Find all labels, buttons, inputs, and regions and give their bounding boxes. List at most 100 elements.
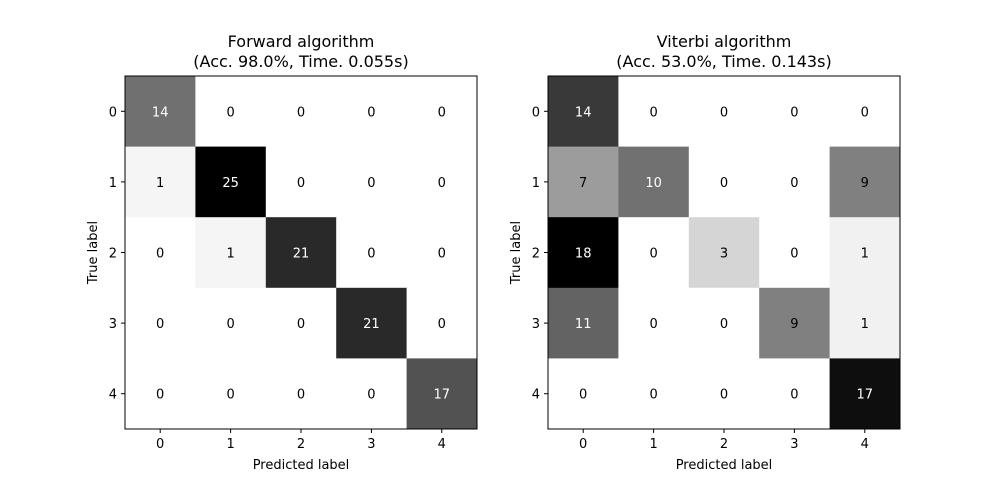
cell-value-label: 0 [226,105,234,120]
heatmap-cell [829,217,901,289]
y-tick-label: 2 [532,247,540,262]
x-tick-label: 3 [790,437,798,452]
cell-value-label: 3 [720,247,728,262]
heatmap-cell [618,76,690,148]
cell-value-label: 0 [790,388,798,403]
heatmap-cell [195,76,267,148]
heatmap-panel-0: 14 0 0 0 0 1 25 0 0 0 0 1 21 0 0 0 0 0 21 0 0 0 0 0 17 0 1 2 3 4 0 1 2 3 4… [86,32,478,473]
cell-value-label: 17 [857,388,874,403]
heatmap-cell [406,76,478,148]
cell-value-label: 0 [649,105,657,120]
cell-value-label: 0 [156,247,164,262]
cell-value-label: 0 [156,388,164,403]
cell-value-label: 10 [645,176,662,191]
heatmap-cell [265,287,337,359]
heatmap-cell [195,146,267,218]
heatmap-cell [265,358,337,430]
heatmap-cell [125,287,196,359]
x-tick-label: 0 [156,437,164,452]
cell-value-label: 0 [367,388,375,403]
heatmap-cell [336,287,408,359]
cell-value-label: 0 [297,176,305,191]
heatmap-cell [406,287,478,359]
heatmap-cell [618,146,690,218]
cell-value-label: 0 [297,388,305,403]
cell-value-label: 0 [156,317,164,332]
cell-value-label: 0 [438,105,446,120]
cell-value-label: 1 [861,247,869,262]
cell-value-label: 1 [861,317,869,332]
heatmap-cell [406,146,478,218]
cell-value-label: 1 [226,247,234,262]
x-tick-label: 1 [226,437,234,452]
heatmap-cell [759,358,831,430]
x-tick-label: 2 [297,437,305,452]
heatmap-cell [548,76,619,148]
cell-value-label: 9 [861,176,869,191]
cell-value-label: 0 [720,176,728,191]
heatmap-cell [829,358,901,430]
heatmap-cell [406,217,478,289]
x-tick-label: 4 [438,437,446,452]
heatmap-cell [336,146,408,218]
cell-value-label: 9 [790,317,798,332]
x-tick-label: 4 [861,437,869,452]
cell-value-label: 1 [156,176,164,191]
heatmap-cell [125,358,196,430]
cell-value-label: 0 [790,247,798,262]
cell-value-label: 0 [649,317,657,332]
cell-value-label: 0 [297,317,305,332]
cell-value-label: 0 [720,317,728,332]
cell-value-label: 0 [367,105,375,120]
heatmap-cell [336,217,408,289]
heatmap-cell [125,76,196,148]
x-tick-label: 1 [649,437,657,452]
cell-value-label: 21 [363,317,380,332]
cell-value-label: 0 [367,247,375,262]
cell-value-label: 0 [720,105,728,120]
cell-value-label: 0 [297,105,305,120]
y-axis-label: True label [86,221,101,285]
heatmap-cell [125,217,196,289]
chart-title: Forward algorithm (Acc. 98.0%, Time. 0.05… [193,32,408,71]
cell-value-label: 0 [438,317,446,332]
heatmap-cell [759,217,831,289]
cell-value-label: 0 [861,105,869,120]
x-axis-label: Predicted label [676,458,773,473]
x-tick-label: 2 [720,437,728,452]
cell-value-label: 0 [649,388,657,403]
heatmap-cell [548,287,619,359]
cell-value-label: 0 [790,105,798,120]
cell-value-label: 14 [152,105,169,120]
y-tick-label: 4 [532,388,540,403]
heatmap-cell [406,358,478,430]
cell-value-label: 14 [575,105,592,120]
heatmap-cell [829,76,901,148]
y-tick-label: 4 [109,388,117,403]
cell-value-label: 25 [222,176,239,191]
cell-value-label: 0 [649,247,657,262]
heatmap-cell [195,217,267,289]
cell-value-label: 0 [438,176,446,191]
cell-value-label: 0 [438,247,446,262]
y-tick-label: 3 [109,317,117,332]
heatmap-cell [688,146,760,218]
heatmap-cell [548,358,619,430]
heatmap-cell [265,146,337,218]
y-tick-label: 1 [532,176,540,191]
cell-value-label: 0 [367,176,375,191]
heatmap-cell [265,217,337,289]
y-tick-label: 0 [532,105,540,120]
heatmap-cell [336,76,408,148]
heatmap-cell [829,146,901,218]
heatmap-cell [618,217,690,289]
cell-value-label: 0 [720,388,728,403]
heatmap-cell [195,287,267,359]
y-axis-label: True label [509,221,524,285]
heatmap-cell [759,287,831,359]
cell-value-label: 0 [226,317,234,332]
cell-value-label: 0 [226,388,234,403]
heatmap-cell [688,287,760,359]
